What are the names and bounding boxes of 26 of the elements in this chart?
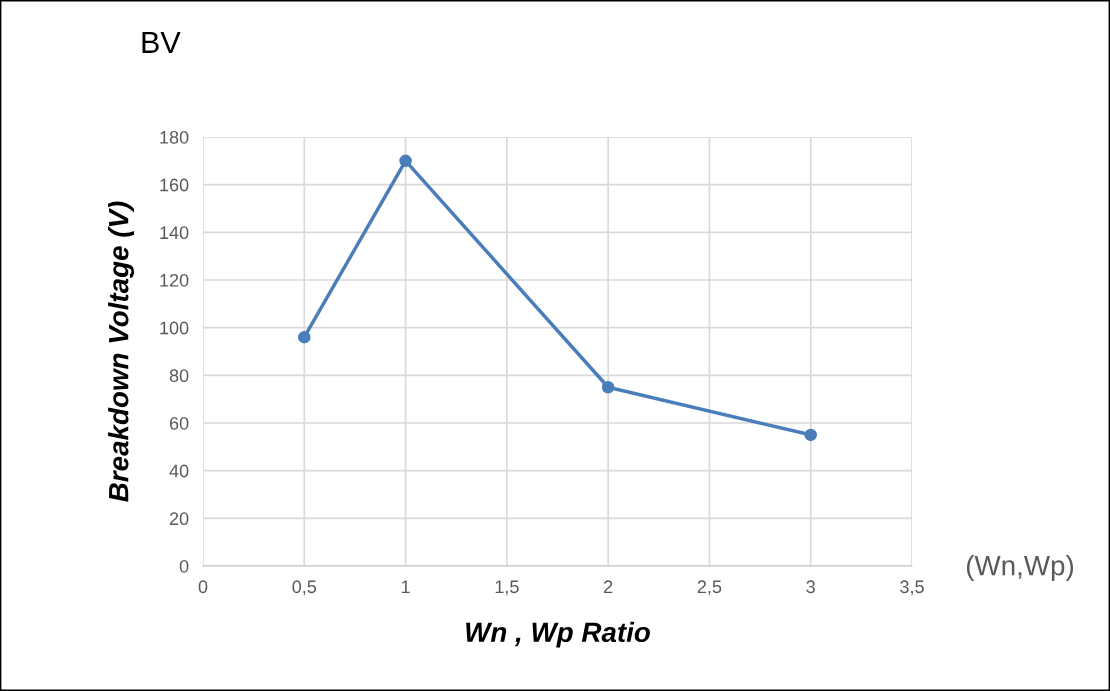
x-axis-title: Wn , Wp Ratio [466, 621, 650, 648]
x-tick-label: 2,5 [697, 580, 722, 596]
text: (Wn,Wp) [966, 555, 1074, 581]
y-tick-label: 180 [160, 130, 189, 144]
chart-title: BV [142, 31, 181, 53]
point [601, 380, 615, 394]
x-tick-label: 0 [198, 580, 208, 594]
point [399, 154, 412, 168]
y-tick-label: 0 [179, 559, 189, 573]
x-tick-label: 3 [806, 580, 815, 594]
y-tick-label: 120 [160, 273, 189, 287]
y-tick-label: 100 [160, 321, 189, 335]
x-tick-label: 3,5 [900, 580, 924, 596]
x-tick-label: 1,5 [495, 580, 519, 596]
y-tick-label: 60 [169, 416, 189, 430]
y-axis-title: Breakdown Voltage (V) [108, 201, 134, 502]
y-tick-label: 20 [169, 512, 189, 526]
x-tick-label: 2 [604, 580, 613, 593]
point [298, 330, 311, 344]
y-tick-label: 80 [169, 369, 189, 383]
y-tick-label: 160 [160, 178, 189, 192]
y-tick-label: 40 [169, 464, 189, 478]
y-tick-label: 140 [160, 226, 189, 240]
point [804, 428, 817, 442]
x-tick-label: 1 [401, 580, 410, 593]
x-tick-label: 0,5 [292, 580, 317, 596]
